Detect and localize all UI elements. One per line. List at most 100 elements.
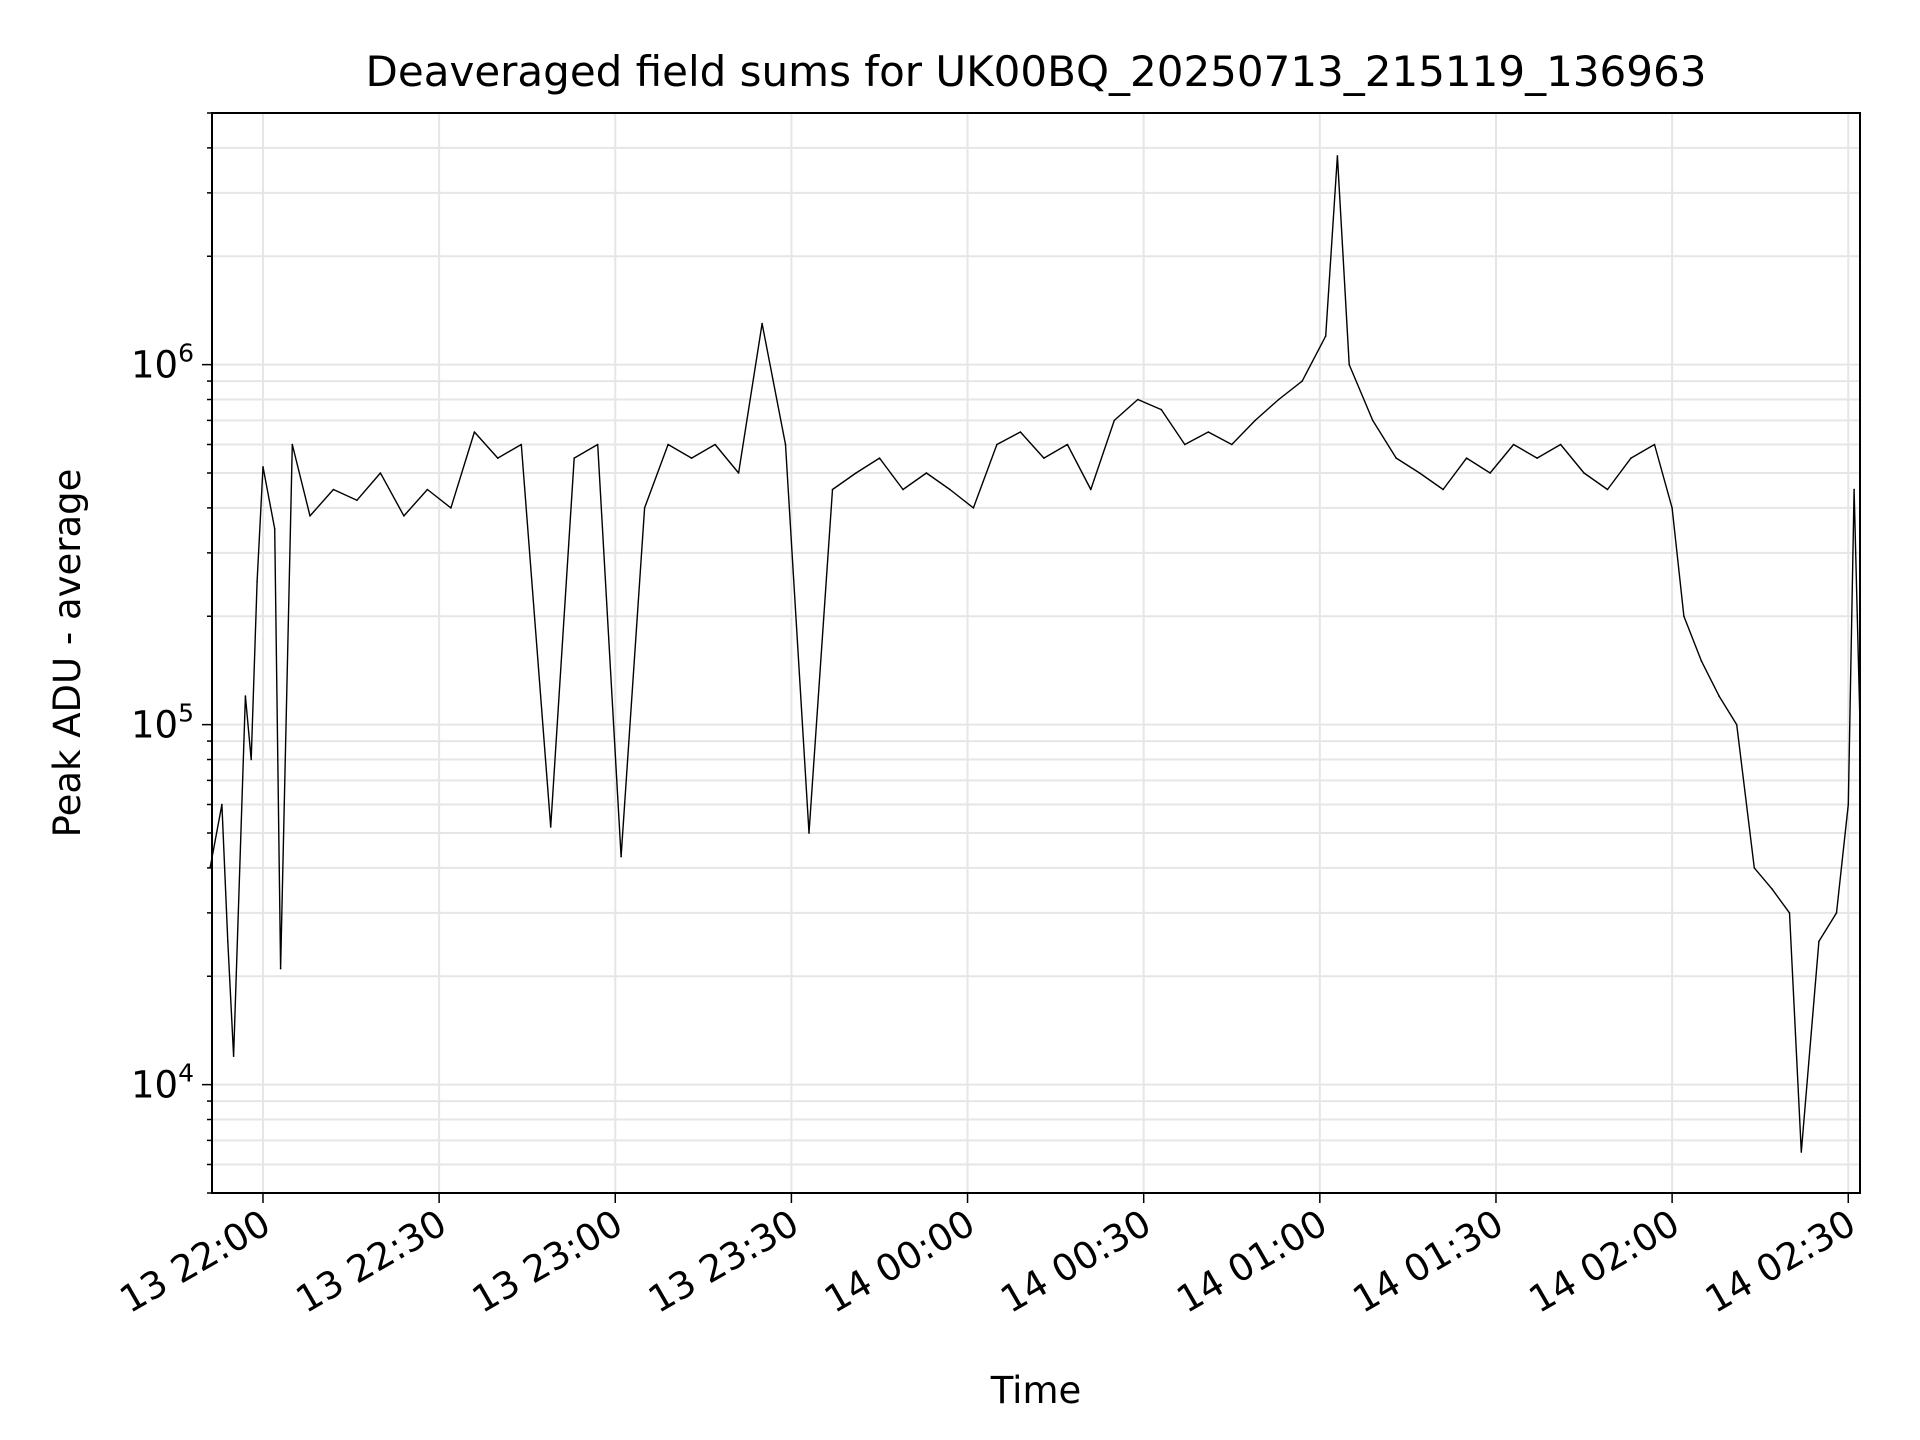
grid: [212, 112, 1860, 1194]
data-point: [1835, 912, 1838, 914]
data-point: [1753, 867, 1756, 869]
data-point: [497, 457, 499, 459]
data-point: [878, 457, 881, 459]
y-tick-label-base: 10: [131, 1064, 178, 1107]
data-point: [1371, 419, 1374, 422]
data-point: [379, 472, 382, 474]
data-point: [221, 803, 223, 806]
y-tick-label: 104: [131, 1059, 194, 1107]
y-axis-label: Peak ADU - average: [46, 469, 89, 838]
data-point: [690, 457, 693, 459]
data-point: [291, 443, 294, 446]
data-point: [1559, 443, 1562, 446]
data-point: [761, 322, 763, 325]
data-point: [737, 472, 740, 474]
data-point: [1512, 443, 1515, 446]
data-point: [667, 443, 669, 446]
data-point: [1160, 408, 1163, 411]
data-point: [1324, 335, 1327, 337]
data-point: [250, 758, 252, 761]
data-point: [1653, 443, 1656, 446]
data-point: [784, 443, 787, 446]
data-point: [520, 443, 523, 446]
data-point: [1683, 615, 1685, 618]
data-point: [925, 472, 928, 474]
data-point: [1700, 660, 1703, 662]
data-point: [855, 472, 857, 474]
data-point: [262, 466, 264, 468]
data-point: [573, 457, 575, 459]
data-point: [1066, 443, 1069, 446]
data-point: [1718, 695, 1720, 697]
y-tick-label-base: 10: [131, 704, 178, 747]
data-point: [403, 515, 405, 517]
data-point: [1788, 912, 1791, 914]
data-point: [426, 488, 429, 491]
data-point: [620, 855, 622, 858]
data-point: [1583, 472, 1585, 474]
data-point: [227, 940, 229, 943]
data-point: [1301, 380, 1303, 382]
data-point: [1489, 472, 1491, 474]
x-axis-label: Time: [990, 1369, 1082, 1412]
data-point: [279, 967, 282, 970]
data-point: [1395, 457, 1397, 459]
data-point: [1853, 488, 1855, 491]
data-point: [1019, 431, 1022, 433]
data-point: [450, 507, 452, 509]
data-point: [1606, 488, 1609, 491]
data-point: [232, 1055, 235, 1057]
data-point: [1818, 940, 1820, 943]
data-point: [549, 826, 552, 828]
data-point: [1671, 507, 1673, 509]
data-point: [1418, 472, 1421, 474]
plot-frame: [211, 112, 1861, 1194]
data-point: [1348, 363, 1350, 366]
y-tick-label-exponent: 5: [178, 699, 194, 728]
data-point: [996, 443, 998, 446]
data-point: [643, 507, 646, 509]
data-point: [714, 443, 716, 446]
data-point: [596, 443, 599, 446]
data-point: [332, 488, 335, 491]
data-point: [1231, 443, 1233, 446]
data-point: [972, 507, 975, 509]
data-point: [473, 431, 476, 433]
y-tick-label-exponent: 4: [178, 1059, 194, 1088]
chart-title: Deaveraged field sums for UK00BQ_2025071…: [366, 47, 1707, 96]
data-point: [256, 580, 258, 583]
data-point: [1771, 888, 1773, 890]
data-point: [1184, 443, 1186, 446]
data-point: [1800, 1151, 1803, 1153]
data-point: [1536, 457, 1538, 459]
data-point: [1465, 457, 1468, 459]
data-point: [1113, 419, 1116, 422]
y-tick-label-base: 10: [131, 344, 178, 387]
data-point: [273, 528, 276, 530]
y-tick-label: 106: [131, 339, 194, 387]
data-point: [1336, 155, 1339, 157]
data-point: [1442, 488, 1444, 491]
data-point: [1847, 803, 1850, 806]
series-line: [209, 155, 1861, 1153]
data-point: [1207, 431, 1210, 433]
series-layer: [209, 155, 1861, 1153]
data-point: [808, 832, 810, 834]
data-point: [1137, 398, 1139, 401]
data-point: [949, 488, 951, 491]
data-point: [1043, 457, 1045, 459]
data-point: [1277, 398, 1280, 401]
y-tick-label-exponent: 6: [178, 339, 194, 368]
data-point: [831, 488, 834, 491]
data-point: [1735, 723, 1738, 726]
data-point: [1090, 488, 1092, 491]
data-point: [1254, 419, 1256, 422]
data-point: [902, 488, 904, 491]
data-point: [1630, 457, 1632, 459]
data-point: [309, 515, 311, 517]
y-tick-label: 105: [131, 699, 194, 747]
data-point: [244, 695, 247, 697]
data-point: [356, 499, 358, 502]
